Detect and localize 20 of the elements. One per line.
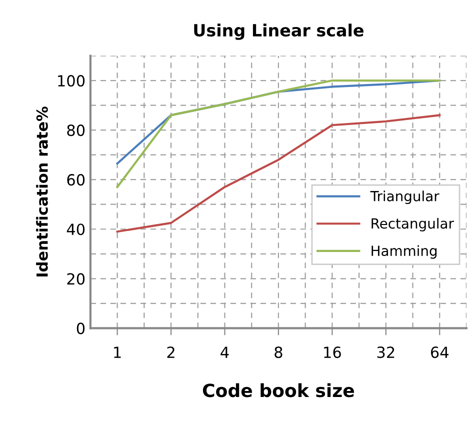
x-tick-label: 2 xyxy=(167,346,174,358)
y-tick-label: 100 xyxy=(58,75,85,87)
legend-label: Triangular xyxy=(370,190,440,204)
y-tick-label: 20 xyxy=(67,273,85,285)
y-tick-label: 0 xyxy=(76,322,85,334)
legend-label: Rectangular xyxy=(372,218,454,232)
x-tick-label: 64 xyxy=(430,346,448,358)
legend-label: Hamming xyxy=(372,245,437,259)
chart-title: Using Linear scale xyxy=(194,24,364,40)
y-tick-label: 80 xyxy=(67,124,85,136)
y-tick-label: 60 xyxy=(67,174,85,186)
line-series xyxy=(116,79,441,188)
x-tick-label: 8 xyxy=(274,346,282,358)
y-tick-label: 40 xyxy=(66,224,85,236)
x-tick-label: 16 xyxy=(324,346,341,358)
x-tick-label: 4 xyxy=(220,346,229,358)
x-tick-label: 1 xyxy=(114,346,121,358)
x-axis-title: Code book size xyxy=(202,383,354,398)
y-axis-title: Identification rate% xyxy=(36,106,48,276)
x-tick-label: 32 xyxy=(377,346,394,358)
